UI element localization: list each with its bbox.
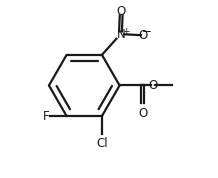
Text: O: O <box>117 5 126 18</box>
Text: N: N <box>117 28 126 41</box>
Text: O: O <box>139 29 148 42</box>
Text: +: + <box>122 27 129 36</box>
Text: O: O <box>148 79 157 92</box>
Text: −: − <box>142 25 152 38</box>
Text: O: O <box>138 107 147 120</box>
Text: Cl: Cl <box>96 137 108 150</box>
Text: F: F <box>43 109 49 123</box>
